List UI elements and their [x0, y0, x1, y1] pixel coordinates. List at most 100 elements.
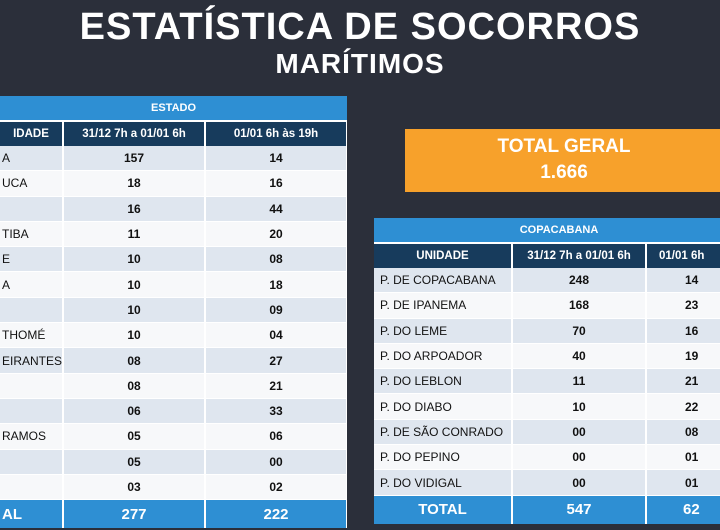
copacabana-total-period2: 62	[646, 495, 720, 524]
cell-period1: 05	[63, 423, 206, 450]
cell-unit: P. DO LEME	[374, 318, 513, 344]
cell-period1: 16	[63, 196, 206, 222]
cell-period2: 08	[646, 419, 720, 446]
estado-header-period2: 01/01 6h às 19h	[205, 121, 347, 146]
cell-period2: 09	[205, 297, 347, 324]
cell-period1: 00	[512, 469, 647, 496]
cell-unit	[0, 398, 64, 425]
cell-unit: P. DO DIABO	[374, 393, 513, 420]
cell-period2: 20	[205, 221, 347, 248]
cell-period1: 18	[63, 170, 206, 197]
cell-unit: P. DO PEPINO	[374, 444, 513, 471]
cell-period2: 33	[205, 398, 347, 425]
table-row: P. DE SÃO CONRADO 00 08	[374, 419, 720, 446]
table-row: 08 21	[0, 373, 347, 399]
cell-period1: 10	[63, 322, 206, 349]
table-row: P. DO VIDIGAL 00 01	[374, 469, 720, 496]
cell-unit: A	[0, 146, 64, 172]
table-row: RAMOS 05 06	[0, 423, 347, 450]
table-row: P. DO ARPOADOR 40 19	[374, 343, 720, 370]
table-row: E 10 08	[0, 246, 347, 273]
estado-header-period1: 31/12 7h a 01/01 6h	[63, 121, 206, 146]
table-row: 03 02	[0, 474, 347, 501]
table-row: TIBA 11 20	[0, 221, 347, 248]
table-row: P. DE IPANEMA 168 23	[374, 292, 720, 319]
cell-unit	[0, 449, 64, 475]
cell-unit: A	[0, 271, 64, 298]
cell-unit: RAMOS	[0, 423, 64, 450]
table-row: P. DE COPACABANA 248 14	[374, 268, 720, 294]
total-geral-value: 1.666	[540, 162, 588, 183]
cell-period2: 23	[646, 292, 720, 319]
cell-period2: 16	[205, 170, 347, 197]
cell-period1: 10	[63, 246, 206, 273]
cell-period2: 00	[205, 449, 347, 475]
cell-period2: 02	[205, 474, 347, 501]
cell-unit: THOMÉ	[0, 322, 64, 349]
estado-header-unit: IDADE	[0, 121, 64, 146]
cell-period1: 157	[63, 146, 206, 172]
table-row: UCA 18 16	[0, 170, 347, 197]
copacabana-header-unit: UNIDADE	[374, 243, 513, 268]
total-geral-label: TOTAL GERAL	[497, 136, 631, 157]
cell-unit	[0, 373, 64, 399]
cell-period2: 01	[646, 469, 720, 496]
cell-period2: 18	[205, 271, 347, 298]
cell-period1: 10	[63, 297, 206, 324]
estado-total-period2: 222	[205, 499, 347, 529]
cell-period2: 14	[205, 146, 347, 172]
cell-period2: 14	[646, 268, 720, 294]
cell-period1: 10	[512, 393, 647, 420]
cell-period2: 08	[205, 246, 347, 273]
copacabana-caption: COPACABANA	[374, 218, 720, 244]
cell-unit: P. DO ARPOADOR	[374, 343, 513, 370]
cell-unit: P. DO VIDIGAL	[374, 469, 513, 496]
total-geral-box: TOTAL GERAL 1.666	[405, 129, 720, 192]
cell-period1: 11	[63, 221, 206, 248]
cell-period1: 11	[512, 368, 647, 395]
copacabana-header-period1: 31/12 7h a 01/01 6h	[512, 243, 647, 268]
cell-period2: 21	[205, 373, 347, 399]
table-row: 16 44	[0, 196, 347, 222]
table-row: P. DO DIABO 10 22	[374, 393, 720, 420]
cell-period1: 08	[63, 347, 206, 374]
table-row: P. DO PEPINO 00 01	[374, 444, 720, 471]
cell-period1: 168	[512, 292, 647, 319]
table-row: P. DO LEME 70 16	[374, 318, 720, 344]
copacabana-table: COPACABANA UNIDADE 31/12 7h a 01/01 6h 0…	[374, 218, 720, 524]
estado-table: ESTADO IDADE 31/12 7h a 01/01 6h 01/01 6…	[0, 96, 347, 529]
cell-period2: 01	[646, 444, 720, 471]
cell-unit: P. DE SÃO CONRADO	[374, 419, 513, 446]
cell-period2: 21	[646, 368, 720, 395]
cell-unit: P. DO LEBLON	[374, 368, 513, 395]
copacabana-total-label: TOTAL	[374, 495, 513, 524]
estado-total-label: AL	[0, 499, 64, 529]
cell-period1: 40	[512, 343, 647, 370]
copacabana-total-period1: 547	[512, 495, 647, 524]
cell-unit: EIRANTES	[0, 347, 64, 374]
table-row: 05 00	[0, 449, 347, 475]
cell-unit: UCA	[0, 170, 64, 197]
cell-unit: E	[0, 246, 64, 273]
table-row: A 157 14	[0, 146, 347, 172]
cell-unit	[0, 474, 64, 501]
table-row: P. DO LEBLON 11 21	[374, 368, 720, 395]
page-title: ESTATÍSTICA DE SOCORROS	[79, 6, 641, 48]
cell-period1: 00	[512, 419, 647, 446]
cell-period2: 16	[646, 318, 720, 344]
table-row: 06 33	[0, 398, 347, 425]
cell-period1: 10	[63, 271, 206, 298]
cell-unit: P. DE IPANEMA	[374, 292, 513, 319]
cell-period1: 03	[63, 474, 206, 501]
cell-period2: 27	[205, 347, 347, 374]
estado-caption: ESTADO	[0, 96, 347, 122]
table-row: 10 09	[0, 297, 347, 324]
table-row: EIRANTES 08 27	[0, 347, 347, 374]
cell-period2: 04	[205, 322, 347, 349]
cell-period1: 248	[512, 268, 647, 294]
cell-period2: 19	[646, 343, 720, 370]
cell-unit: TIBA	[0, 221, 64, 248]
table-row: A 10 18	[0, 271, 347, 298]
cell-period1: 70	[512, 318, 647, 344]
page-subtitle: MARÍTIMOS	[275, 48, 445, 79]
